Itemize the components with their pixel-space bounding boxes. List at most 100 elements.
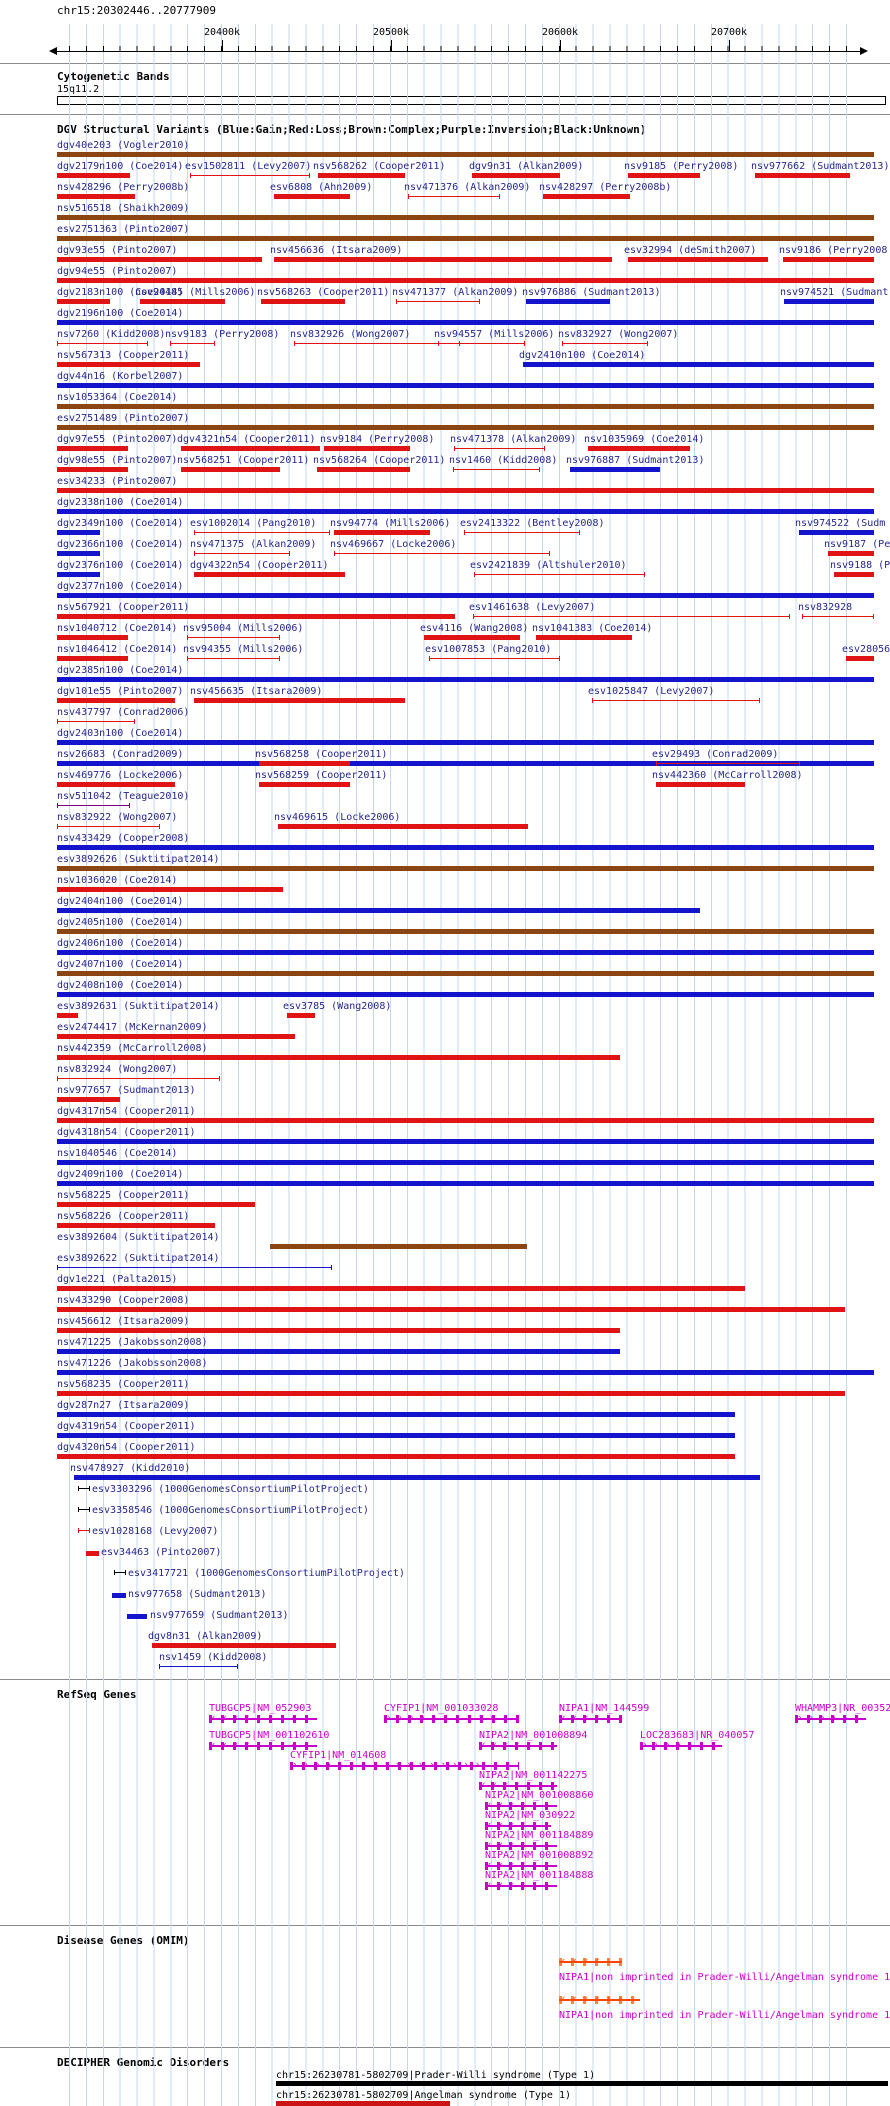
- variant-label[interactable]: esv2421839 (Altshuler2010): [470, 560, 627, 571]
- gene-label[interactable]: CYFIP1|NM_001033028: [384, 1703, 499, 1714]
- variant-label[interactable]: dgv2338n100 (Coe2014): [57, 497, 184, 508]
- variant-label[interactable]: dgv2385n100 (Coe2014): [57, 665, 184, 676]
- variant-label[interactable]: nsv442359 (McCarroll2008): [57, 1043, 208, 1054]
- variant-bar[interactable]: [57, 320, 874, 325]
- variant-label[interactable]: nsv1041383 (Coe2014): [532, 623, 653, 634]
- omim-gene-label[interactable]: NIPA1|non imprinted in Prader-Willi/Ange…: [559, 1972, 890, 1983]
- variant-bar[interactable]: [57, 572, 100, 577]
- variant-label[interactable]: nsv26683 (Conrad2009): [57, 749, 184, 760]
- variant-label[interactable]: nsv976887 (Sudmant2013): [566, 455, 705, 466]
- gene-glyph[interactable]: ‹‹‹‹‹‹‹‹: [209, 1740, 317, 1750]
- variant-bar[interactable]: [474, 572, 645, 577]
- variant-label[interactable]: nsv977658 (Sudmant2013): [128, 1589, 267, 1600]
- variant-bar[interactable]: [628, 257, 768, 262]
- gene-glyph[interactable]: ››››››: [640, 1740, 722, 1750]
- variant-label[interactable]: nsv94774 (Mills2006): [330, 518, 451, 529]
- variant-label[interactable]: esv34233 (Pinto2007): [57, 476, 178, 487]
- decipher-entry-bar[interactable]: [276, 2081, 888, 2086]
- variant-bar[interactable]: [570, 467, 660, 472]
- variant-label[interactable]: dgv9n31 (Alkan2009): [469, 161, 584, 172]
- variant-bar[interactable]: [57, 593, 874, 598]
- variant-bar[interactable]: [592, 698, 760, 703]
- variant-bar[interactable]: [57, 1223, 215, 1228]
- variant-label[interactable]: nsv1040546 (Coe2014): [57, 1148, 178, 1159]
- variant-bar[interactable]: [57, 1160, 874, 1165]
- variant-label[interactable]: nsv471375 (Alkan2009): [190, 539, 317, 550]
- variant-label[interactable]: nsv1460 (Kidd2008): [449, 455, 558, 466]
- variant-label[interactable]: dgv2377n100 (Coe2014): [57, 581, 184, 592]
- variant-label[interactable]: nsv7260 (Kidd2008): [57, 329, 166, 340]
- variant-label[interactable]: dgv8n31 (Alkan2009): [148, 1631, 263, 1642]
- variant-label[interactable]: dgv4318n54 (Cooper2011): [57, 1127, 196, 1138]
- variant-bar[interactable]: [438, 341, 525, 346]
- variant-bar[interactable]: [334, 551, 550, 556]
- variant-bar[interactable]: [57, 215, 874, 220]
- variant-bar[interactable]: [57, 1118, 874, 1123]
- variant-bar[interactable]: [57, 278, 874, 283]
- variant-label[interactable]: dgv2409n100 (Coe2014): [57, 1169, 184, 1180]
- variant-label[interactable]: nsv976886 (Sudmant2013): [522, 287, 661, 298]
- variant-bar[interactable]: [408, 194, 500, 199]
- variant-bar[interactable]: [187, 656, 280, 661]
- variant-label[interactable]: esv3892626 (Suktitipat2014): [57, 854, 220, 865]
- variant-bar[interactable]: [190, 173, 310, 178]
- gene-label[interactable]: NIPA2|NM_001008860: [485, 1790, 594, 1801]
- variant-label[interactable]: dgv2404n100 (Coe2014): [57, 896, 184, 907]
- variant-label[interactable]: dgv2183n100 (Coe2014): [57, 287, 184, 298]
- variant-label[interactable]: nsv1040712 (Coe2014): [57, 623, 178, 634]
- variant-bar[interactable]: [57, 845, 874, 850]
- variant-bar[interactable]: [802, 614, 874, 619]
- variant-label[interactable]: nsv568264 (Cooper2011): [313, 455, 446, 466]
- variant-label[interactable]: dgv2376n100 (Coe2014): [57, 560, 184, 571]
- variant-bar[interactable]: [57, 761, 874, 766]
- variant-label[interactable]: esv2474417 (McKernan2009): [57, 1022, 208, 1033]
- variant-bar[interactable]: [473, 614, 790, 619]
- variant-label[interactable]: esv3303296 (1000GenomesConsortiumPilotPr…: [92, 1484, 369, 1495]
- variant-label[interactable]: esv2751489 (Pinto2007): [57, 413, 190, 424]
- variant-bar[interactable]: [57, 404, 874, 409]
- variant-label[interactable]: nsv568263 (Cooper2011): [257, 287, 390, 298]
- variant-bar[interactable]: [317, 467, 410, 472]
- variant-bar[interactable]: [57, 257, 262, 262]
- variant-bar[interactable]: [57, 656, 128, 661]
- variant-bar[interactable]: [588, 446, 690, 451]
- variant-bar[interactable]: [57, 1076, 220, 1081]
- gene-label[interactable]: NIPA2|NM_030922: [485, 1810, 576, 1821]
- variant-label[interactable]: nsv977657 (Sudmant2013): [57, 1085, 196, 1096]
- variant-label[interactable]: nsv442360 (McCarroll2008): [652, 770, 803, 781]
- variant-label[interactable]: nsv977659 (Sudmant2013): [150, 1610, 289, 1621]
- variant-bar[interactable]: [424, 635, 520, 640]
- variant-bar[interactable]: [57, 992, 874, 997]
- variant-label[interactable]: dgv93e55 (Pinto2007): [57, 245, 178, 256]
- gene-label[interactable]: TUBGCP5|NM_052903: [209, 1703, 312, 1714]
- variant-label[interactable]: esv3358546 (1000GenomesConsortiumPilotPr…: [92, 1505, 369, 1516]
- variant-bar[interactable]: [57, 698, 175, 703]
- variant-bar[interactable]: [57, 908, 700, 913]
- variant-bar[interactable]: [194, 551, 290, 556]
- variant-label[interactable]: nsv9186 (Perry2008: [779, 245, 888, 256]
- variant-label[interactable]: nsv471225 (Jakobsson2008): [57, 1337, 208, 1348]
- variant-bar[interactable]: [261, 299, 345, 304]
- variant-label[interactable]: nsv9184 (Perry2008): [320, 434, 435, 445]
- variant-label[interactable]: nsv469615 (Locke2006): [274, 812, 401, 823]
- variant-label[interactable]: nsv95004 (Mills2006): [183, 623, 304, 634]
- variant-bar[interactable]: [523, 362, 874, 367]
- variant-bar[interactable]: [628, 173, 700, 178]
- variant-bar[interactable]: [562, 341, 648, 346]
- variant-label[interactable]: nsv1036020 (Coe2014): [57, 875, 178, 886]
- variant-bar[interactable]: [57, 341, 148, 346]
- variant-label[interactable]: nsv9188 (P: [830, 560, 890, 571]
- variant-label[interactable]: dgv4322n54 (Cooper2011): [190, 560, 329, 571]
- variant-bar[interactable]: [86, 1551, 99, 1556]
- variant-label[interactable]: nsv567921 (Cooper2011): [57, 602, 190, 613]
- variant-bar[interactable]: [57, 173, 130, 178]
- variant-label[interactable]: nsv1053364 (Coe2014): [57, 392, 178, 403]
- variant-bar[interactable]: [543, 194, 630, 199]
- variant-label[interactable]: dgv2410n100 (Coe2014): [519, 350, 646, 361]
- variant-label[interactable]: nsv568259 (Cooper2011): [255, 770, 388, 781]
- variant-bar[interactable]: [828, 551, 874, 556]
- variant-label[interactable]: esv1025847 (Levy2007): [588, 686, 715, 697]
- gene-glyph[interactable]: ›››››: [795, 1713, 866, 1723]
- variant-bar[interactable]: [57, 1055, 620, 1060]
- variant-label[interactable]: esv6808 (Ahn2009): [270, 182, 373, 193]
